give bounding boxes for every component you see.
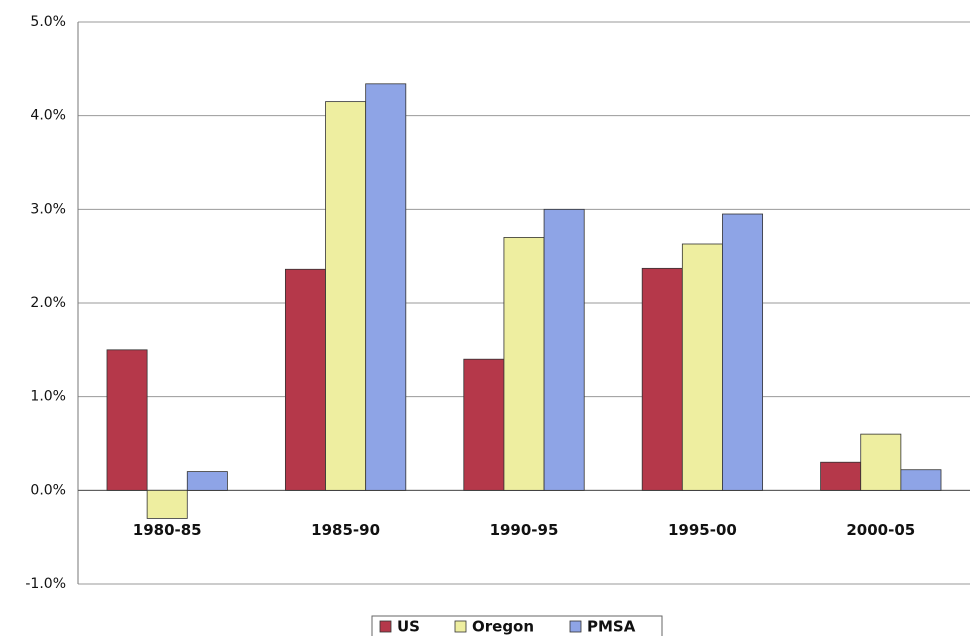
x-tick-label: 1985-90	[311, 521, 380, 539]
bar	[365, 83, 407, 491]
bar	[325, 101, 367, 491]
bar	[820, 461, 862, 491]
y-tick-label: 1.0%	[30, 389, 66, 405]
x-tick-label: 1980-85	[133, 521, 202, 539]
bar	[463, 358, 505, 491]
bar	[860, 433, 902, 491]
x-tick-label: 2000-05	[846, 521, 915, 539]
y-tick-label: -1.0%	[25, 576, 66, 592]
legend-box	[371, 615, 663, 636]
bar	[284, 268, 326, 491]
legend-label: US	[397, 618, 420, 636]
y-tick-label: 3.0%	[30, 201, 66, 217]
bar	[543, 208, 585, 491]
bar	[146, 489, 188, 519]
bar	[681, 243, 723, 491]
bar	[106, 349, 148, 491]
legend-swatch	[454, 620, 467, 633]
y-tick-label: 4.0%	[30, 108, 66, 124]
bar	[722, 213, 764, 491]
y-tick-label: 5.0%	[30, 14, 66, 30]
legend-swatch	[569, 620, 582, 633]
y-tick-label: 2.0%	[30, 295, 66, 311]
bar	[186, 471, 228, 491]
legend-swatch	[379, 620, 392, 633]
y-tick-label: 0.0%	[30, 482, 66, 498]
legend-label: Oregon	[472, 618, 534, 636]
bar	[641, 267, 683, 491]
bar	[900, 469, 942, 491]
x-tick-label: 1995-00	[668, 521, 737, 539]
bar	[503, 237, 545, 491]
legend-label: PMSA	[587, 618, 636, 636]
x-tick-label: 1990-95	[490, 521, 559, 539]
